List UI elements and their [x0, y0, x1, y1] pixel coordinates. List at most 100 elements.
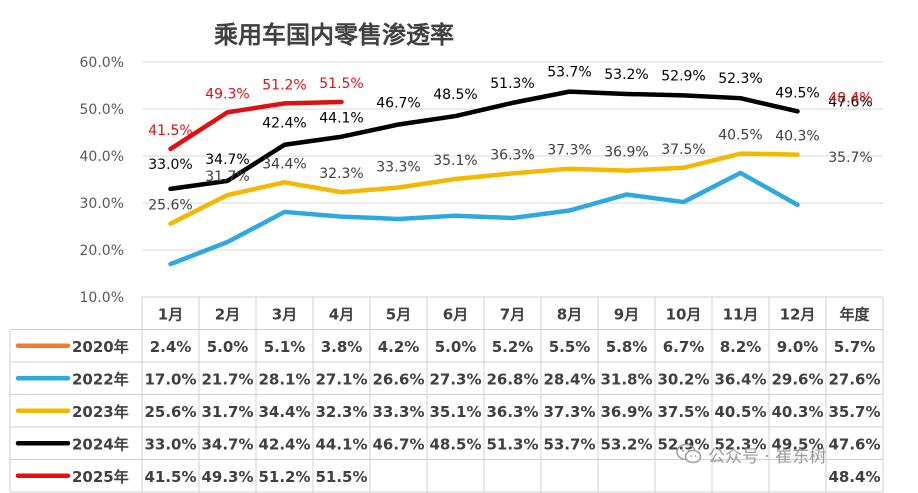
table-cell: 5.0% — [435, 338, 477, 356]
table-cell: 8.2% — [720, 338, 762, 356]
table-header-cell: 12月 — [780, 305, 816, 323]
table-cell: 31.7% — [201, 403, 253, 421]
data-label: 48.4% — [828, 91, 872, 107]
table-header-cell: 10月 — [666, 305, 702, 323]
table-cell: 36.9% — [600, 403, 652, 421]
data-label: 49.3% — [205, 86, 249, 102]
table-cell: 28.4% — [543, 370, 595, 388]
table-cell: 27.6% — [828, 370, 880, 388]
table-cell: 41.5% — [144, 468, 196, 486]
table-cell: 51.3% — [486, 435, 538, 453]
table-header-cell: 7月 — [500, 305, 525, 323]
data-label: 44.1% — [319, 111, 363, 127]
legend-label: 2020年 — [72, 338, 129, 356]
table-cell: 2.4% — [150, 338, 192, 356]
data-label: 51.2% — [262, 77, 306, 93]
table-cell: 32.3% — [315, 403, 367, 421]
table-cell: 53.7% — [543, 435, 595, 453]
data-label: 32.3% — [319, 166, 363, 182]
table-cell: 21.7% — [201, 370, 253, 388]
chart-title: 乘用车国内零售渗透率 — [213, 21, 454, 49]
table-cell: 26.8% — [486, 370, 538, 388]
table-cell: 5.2% — [492, 338, 534, 356]
data-label: 42.4% — [262, 116, 306, 132]
table-cell: 3.8% — [321, 338, 363, 356]
table-cell: 9.0% — [777, 338, 819, 356]
series-line-2025年 — [168, 99, 344, 152]
data-label: 48.5% — [433, 87, 477, 103]
table-cell: 27.3% — [429, 370, 481, 388]
data-label: 33.0% — [148, 157, 192, 173]
table-cell: 47.6% — [828, 435, 880, 453]
data-label: 51.3% — [490, 76, 534, 92]
table-cell: 33.0% — [144, 435, 196, 453]
table-cell: 5.5% — [549, 338, 591, 356]
data-label: 33.3% — [376, 159, 420, 175]
data-label: 36.9% — [604, 145, 648, 161]
table-cell: 51.5% — [315, 468, 367, 486]
data-label: 41.5% — [148, 123, 192, 139]
table-cell: 48.5% — [429, 435, 481, 453]
watermark-text: 公众号 · 崔东树 — [708, 446, 827, 467]
series-line-2023年 — [168, 151, 800, 226]
table-cell: 6.7% — [663, 338, 705, 356]
data-label: 35.7% — [828, 150, 872, 166]
data-label: 34.4% — [262, 156, 306, 172]
table-cell: 37.3% — [543, 403, 595, 421]
data-label: 52.9% — [661, 68, 705, 84]
legend-label: 2023年 — [72, 403, 129, 421]
data-label: 49.5% — [775, 85, 819, 101]
y-tick-label: 50.0% — [80, 102, 124, 118]
table-header-cell: 11月 — [723, 305, 759, 323]
table-cell: 30.2% — [657, 370, 709, 388]
table-cell: 25.6% — [144, 403, 196, 421]
table-cell: 5.8% — [606, 338, 648, 356]
table-cell: 17.0% — [144, 370, 196, 388]
wechat-icon — [676, 443, 702, 464]
table-cell: 42.4% — [258, 435, 310, 453]
table-cell: 36.4% — [714, 370, 766, 388]
table-cell: 40.5% — [714, 403, 766, 421]
table-header-cell: 年度 — [839, 305, 870, 323]
legend-label: 2022年 — [72, 370, 129, 388]
table-cell: 5.1% — [264, 338, 306, 356]
data-label: 51.5% — [319, 76, 363, 92]
data-label: 47.6% — [828, 94, 872, 110]
table-cell: 48.4% — [828, 468, 880, 486]
data-label: 37.3% — [547, 143, 591, 159]
table-cell: 49.5% — [771, 435, 823, 453]
table-header-cell: 4月 — [329, 305, 354, 323]
table-cell: 44.1% — [315, 435, 367, 453]
table-header-cell: 9月 — [614, 305, 639, 323]
table-header-cell: 6月 — [443, 305, 468, 323]
table-header-cell: 2月 — [215, 305, 240, 323]
data-label: 52.3% — [718, 71, 762, 87]
y-tick-label: 60.0% — [80, 55, 124, 71]
table-cell: 33.3% — [372, 403, 424, 421]
table-cell: 29.6% — [771, 370, 823, 388]
table-cell: 36.3% — [486, 403, 538, 421]
table-cell: 5.0% — [207, 338, 249, 356]
table-cell: 5.7% — [834, 338, 876, 356]
table-cell: 53.2% — [600, 435, 652, 453]
y-tick-label: 10.0% — [80, 290, 124, 306]
table-cell: 49.3% — [201, 468, 253, 486]
series-line-2024年 — [168, 89, 800, 192]
data-label: 53.7% — [547, 65, 591, 81]
table-cell: 52.3% — [714, 435, 766, 453]
table-header-cell: 1月 — [158, 305, 183, 323]
table-cell: 26.6% — [372, 370, 424, 388]
table-cell: 37.5% — [657, 403, 709, 421]
data-label: 35.1% — [433, 153, 477, 169]
table-cell: 34.4% — [258, 403, 310, 421]
table-cell: 27.1% — [315, 370, 367, 388]
table-cell: 31.8% — [600, 370, 652, 388]
data-label: 46.7% — [376, 96, 420, 112]
table-header-cell: 8月 — [557, 305, 582, 323]
table-header-cell: 5月 — [386, 305, 411, 323]
series-line-2022年 — [168, 170, 800, 267]
data-label: 25.6% — [148, 198, 192, 214]
table-cell: 34.7% — [201, 435, 253, 453]
table-cell: 35.1% — [429, 403, 481, 421]
legend-label: 2025年 — [72, 468, 129, 486]
